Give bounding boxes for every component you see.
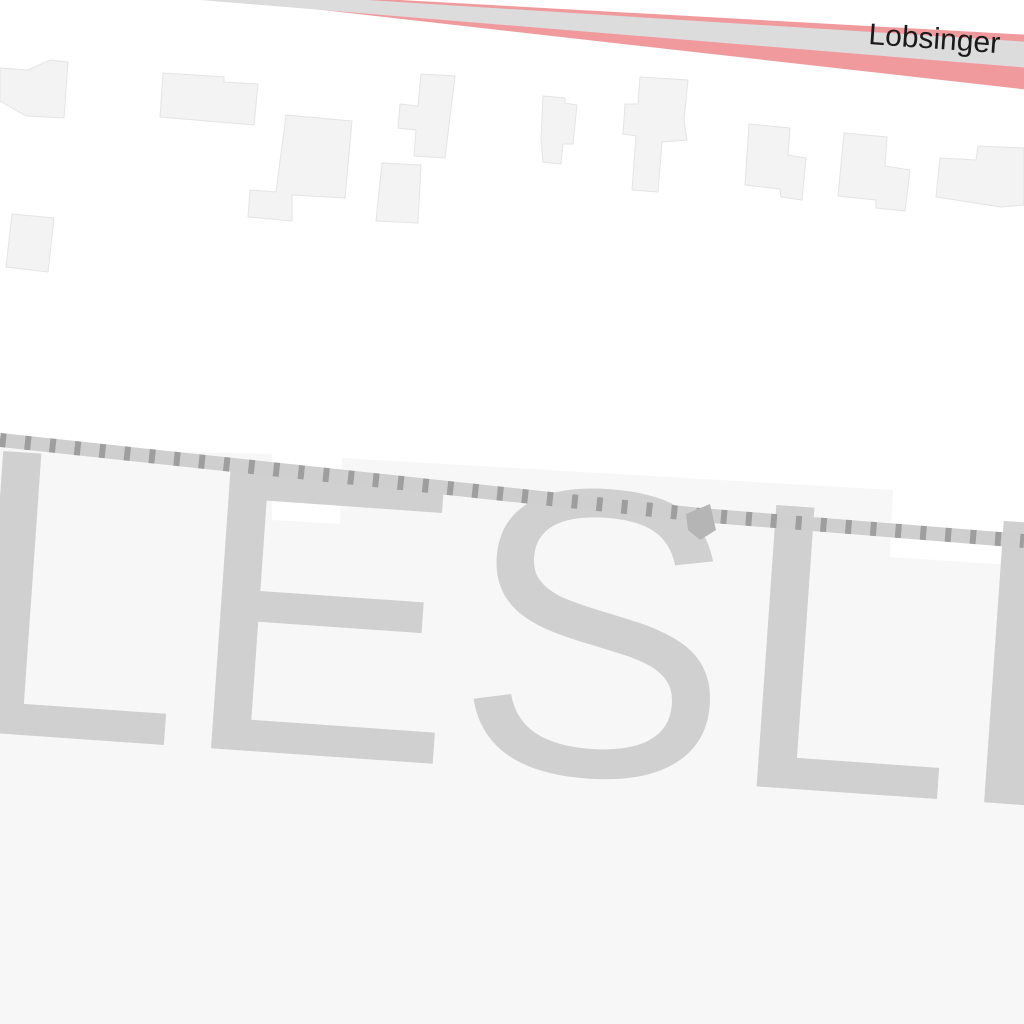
road-fill xyxy=(200,0,1024,68)
residential-area xyxy=(0,448,1024,1024)
road-casing xyxy=(234,0,1024,90)
building xyxy=(540,95,578,165)
building xyxy=(837,132,911,212)
railway-line[interactable] xyxy=(0,433,1024,548)
building xyxy=(622,76,689,193)
building xyxy=(744,123,807,201)
building xyxy=(159,72,259,126)
building xyxy=(247,114,353,222)
building xyxy=(935,145,1024,208)
buildings xyxy=(0,59,1024,273)
building xyxy=(375,162,422,224)
building xyxy=(0,59,69,119)
building xyxy=(397,73,456,159)
building xyxy=(5,213,55,273)
road-lobsinger[interactable]: Lobsinger xyxy=(190,0,1024,90)
railway-junction xyxy=(686,504,716,540)
